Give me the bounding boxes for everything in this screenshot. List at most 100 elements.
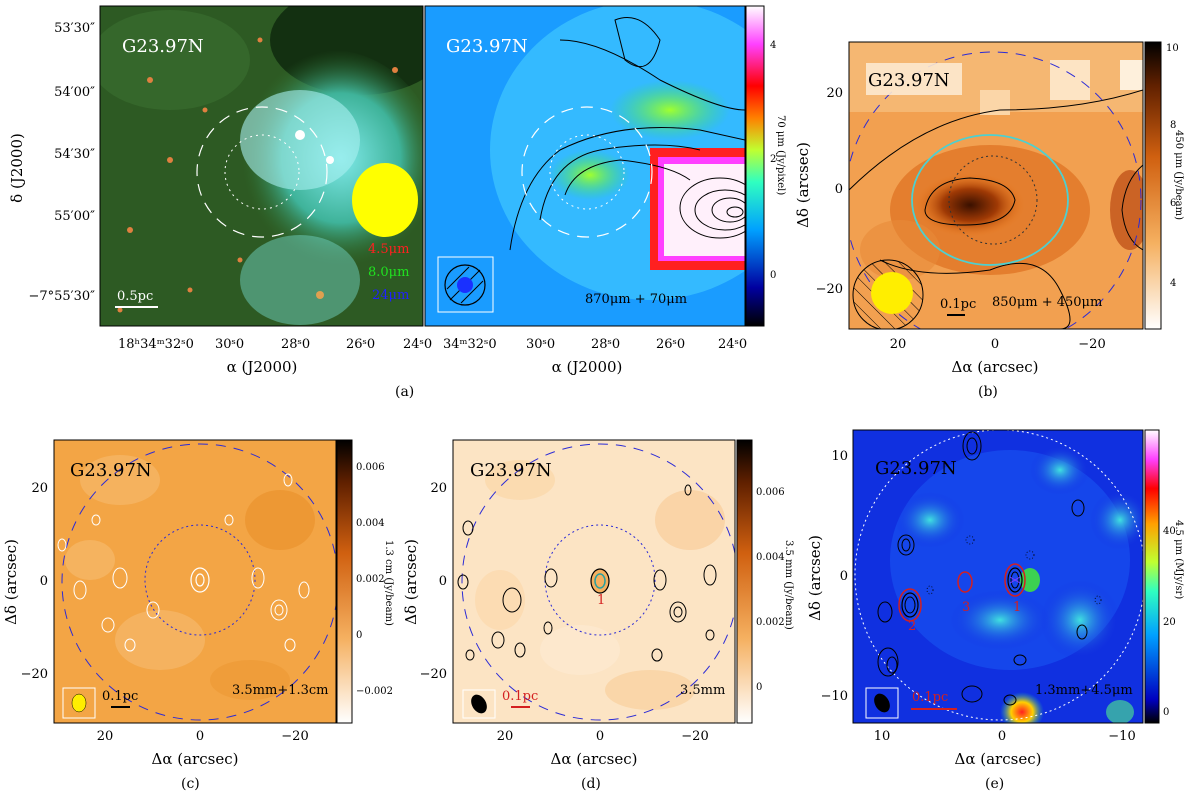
panel-e-4.5um-image [853,430,1143,723]
xtick-c-0: 20 [97,729,114,744]
xtick-a-left-0: 18ʰ34ᵐ32ˢ0 [118,337,194,352]
beam-box-a [437,256,494,313]
colorbar-a-tick-3: 0 [770,270,776,281]
ytick-a-2: 54′30″ [54,147,95,162]
scale-bar-b-label: 0.1pc [940,297,976,312]
xtick-e-1: 0 [998,729,1006,744]
colorbar-c-tick-5: −0.002 [356,686,393,697]
overlay-label-e: 1.3mm+4.5μm [1035,683,1133,698]
panel-e-source-2: 2 [908,619,916,634]
overlay-label-c: 3.5mm+1.3cm [232,683,329,698]
ytick-b-0: 20 [826,86,843,101]
xtick-d-2: −20 [681,729,708,744]
overlay-label-a: 870μm + 70μm [585,292,687,307]
panel-c-xlabel: Δα (arcsec) [152,750,239,768]
inner-dotted-circle [224,134,300,210]
colorbar-c-tick-3: 0.002 [356,574,385,585]
ytick-a-0: 53′30″ [54,21,95,36]
xtick-b-2: −20 [1078,337,1105,352]
xtick-a-left-3: 26ˢ0 [346,337,375,352]
panel-e-source-3: 3 [962,600,970,615]
panel-d-ylabel: Δδ (arcsec) [402,539,420,625]
colorbar-c [336,439,353,724]
overlay-label-b: 850μm + 450μm [992,295,1102,310]
colorbar-d-tick-3: 0.002 [756,617,785,628]
band-label-blue: 24μm [372,288,409,303]
colorbar-d-tick-2: 0.004 [756,552,785,563]
colorbar-b-tick-1: 10 [1166,43,1179,54]
colorbar-b-tick-3: 6 [1170,198,1176,209]
colorbar-e [1144,429,1160,724]
xtick-a-right-4: 24ˢ0 [718,337,747,352]
xtick-a-right-1: 30ˢ0 [526,337,555,352]
colorbar-b-tick-2: 8 [1170,120,1176,131]
colorbar-e-tick-3: 0 [1163,707,1169,718]
panel-a-ylabel: δ (J2000) [8,133,26,203]
colorbar-c-tick-4: 0 [356,630,362,641]
panel-a-xlabel-left: α (J2000) [227,358,298,376]
xtick-a-right-2: 28ˢ0 [591,337,620,352]
caption-b: (b) [978,384,998,400]
colorbar-b-tick-4: 4 [1170,278,1176,289]
panel-a-70um-image [425,6,745,326]
xtick-c-2: −20 [281,729,308,744]
colorbar-c-tick-2: 0.004 [356,518,385,529]
xtick-d-0: 20 [497,729,514,744]
colorbar-c-tick-1: 0.006 [356,462,385,473]
colorbar-d [736,439,753,724]
ytick-b-2: −20 [816,282,843,297]
panel-c-ylabel: Δδ (arcsec) [2,539,20,625]
overlay-label-d: 3.5mm [680,683,725,698]
panel-d-source-1: 1 [597,593,605,608]
ytick-a-3: 55′00″ [54,209,95,224]
colorbar-b-label: 450 μm (Jy/beam) [1173,130,1184,220]
colorbar-d-label: 3.5 mm (Jy/beam) [783,540,794,630]
xtick-e-2: −10 [1108,729,1135,744]
caption-d: (d) [581,776,601,792]
caption-a: (a) [395,384,414,400]
panel-a-left-title: G23.97N [122,36,204,57]
xtick-a-left-2: 28ˢ0 [281,337,310,352]
band-label-green: 8.0μm [368,265,409,280]
outer-dashed-circle [196,106,328,238]
xtick-b-1: 0 [991,337,999,352]
colorbar-a-tick-1: 4 [770,40,776,51]
panel-b-title: G23.97N [868,70,950,91]
xtick-e-0: 10 [874,729,891,744]
colorbar-a-tick-2: 2 [770,154,776,165]
panel-e-title: G23.97N [875,458,957,479]
caption-e: (e) [985,776,1004,792]
ytick-c-2: −20 [21,667,48,682]
xtick-b-0: 20 [890,337,907,352]
scale-bar-c-label: 0.1pc [102,689,138,704]
panel-c-1.3cm-image [54,440,336,723]
scale-bar-a-label: 0.5pc [117,289,153,304]
panel-a-right-title: G23.97N [446,36,528,57]
xtick-a-right-0: 34ᵐ32ˢ0 [443,337,497,352]
panel-b-xlabel: Δα (arcsec) [952,358,1039,376]
ytick-e-2: −10 [821,689,848,704]
panel-e-xlabel: Δα (arcsec) [955,750,1042,768]
xtick-a-left-1: 30ˢ0 [215,337,244,352]
ytick-d-1: 0 [439,574,447,589]
colorbar-b [1144,41,1162,330]
xtick-c-1: 0 [196,729,204,744]
ytick-a-1: 54′00″ [54,85,95,100]
colorbar-e-tick-1: 40 [1163,526,1176,537]
ytick-d-0: 20 [430,481,447,496]
panel-b-ylabel: Δδ (arcsec) [794,142,812,228]
xtick-d-1: 0 [596,729,604,744]
ytick-e-0: 10 [831,449,848,464]
ytick-a-4: −7°55′30″ [28,289,95,304]
panel-a-xlabel-right: α (J2000) [552,358,623,376]
colorbar-e-tick-2: 20 [1163,617,1176,628]
ytick-e-1: 0 [840,569,848,584]
colorbar-a [745,5,765,327]
caption-c: (c) [181,776,200,792]
panel-e-source-1: 1 [1013,600,1021,615]
panel-e-ylabel: Δδ (arcsec) [806,535,824,621]
panel-c-title: G23.97N [70,460,152,481]
panel-d-xlabel: Δα (arcsec) [551,750,638,768]
colorbar-d-tick-4: 0 [756,682,762,693]
panel-d-title: G23.97N [470,460,552,481]
